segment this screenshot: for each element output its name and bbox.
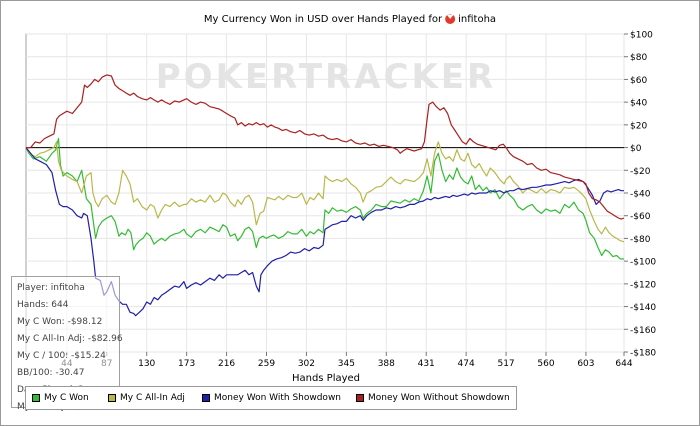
- series-line-money-won-with-showdown: [25, 147, 624, 317]
- x-axis-label: Hands Played: [292, 373, 360, 384]
- series-line-my-c-won: [25, 137, 625, 260]
- pokerstars-icon: [445, 14, 456, 24]
- y-axis: $100 $80 $60 $40 $20 $0 -$20 -$40 -$60 -$80 -$100 -…: [624, 31, 656, 359]
- x-tick-label: 474: [458, 359, 475, 369]
- y-tick-label: -$40: [630, 190, 651, 200]
- stat-per-100: My C / 100: -$15.24: [17, 351, 106, 361]
- y-tick-label: -$160: [630, 326, 656, 336]
- x-tick-label: 431: [418, 359, 435, 369]
- x-tick-label: 302: [298, 359, 315, 369]
- stat-bb-100: BB/100: -30.47: [17, 368, 85, 378]
- legend-swatch: [108, 394, 116, 402]
- x-tick-label: 345: [338, 359, 355, 369]
- y-tick-label: $60: [630, 76, 647, 86]
- legend-swatch: [32, 394, 40, 402]
- y-tick-label: -$60: [630, 212, 651, 222]
- x-axis: 4487130173216259302345388431474517560603…: [61, 352, 633, 369]
- y-tick-label: $20: [630, 121, 647, 131]
- y-tick-label: -$80: [630, 235, 651, 245]
- stat-hands: Hands: 644: [17, 300, 69, 310]
- stat-won: My C Won: -$98.12: [17, 317, 103, 327]
- chart-title: My Currency Won in USD over Hands Played…: [204, 14, 443, 25]
- x-tick-label: 388: [378, 359, 395, 369]
- y-tick-label: $100: [630, 31, 653, 41]
- x-tick-label: 644: [615, 359, 632, 369]
- legend-label: Money Won Without Showdown: [368, 393, 510, 403]
- series-line-money-won-without-showdown: [26, 74, 625, 220]
- x-tick-label: 130: [138, 359, 155, 369]
- series-line-my-c-all-in-adj: [25, 141, 625, 243]
- x-tick-label: 173: [178, 359, 195, 369]
- x-tick-label: 517: [497, 359, 514, 369]
- y-tick-label: $40: [630, 99, 647, 109]
- y-tick-label: -$100: [630, 258, 656, 268]
- chart-title-text: My Currency Won in USD over Hands Played…: [204, 14, 443, 25]
- legend-label: My C All-In Adj: [120, 393, 185, 403]
- legend: My C Won My C All-In Adj Money Won With …: [25, 386, 517, 410]
- legend-swatch: [202, 394, 210, 402]
- x-tick-label: 216: [218, 359, 235, 369]
- legend-label: My C Won: [44, 393, 89, 403]
- x-tick-label: 560: [537, 359, 554, 369]
- x-tick-label: 603: [577, 359, 594, 369]
- player-name-title: infitoha: [458, 14, 496, 25]
- series-group: [25, 74, 625, 317]
- watermark: POKERTRACKER: [156, 57, 496, 97]
- stat-allin-adj: My C All-In Adj: -$82.96: [17, 334, 123, 344]
- y-tick-label: $80: [630, 53, 647, 63]
- stat-player: Player: infitoha: [17, 283, 85, 293]
- y-tick-label: -$180: [630, 349, 656, 359]
- legend-label: Money Won With Showdown: [214, 393, 342, 403]
- legend-swatch: [356, 394, 364, 402]
- y-tick-label: -$140: [630, 303, 656, 313]
- y-tick-label: -$120: [630, 280, 656, 290]
- legend-item-won[interactable]: My C Won: [32, 391, 89, 405]
- legend-item-with-showdown[interactable]: Money Won With Showdown: [202, 391, 341, 405]
- y-tick-label: -$20: [630, 167, 651, 177]
- x-tick-label: 259: [258, 359, 275, 369]
- legend-item-without-showdown[interactable]: Money Won Without Showdown: [356, 391, 510, 405]
- y-tick-label: $0: [630, 144, 642, 154]
- legend-item-allin-adj[interactable]: My C All-In Adj: [108, 391, 185, 405]
